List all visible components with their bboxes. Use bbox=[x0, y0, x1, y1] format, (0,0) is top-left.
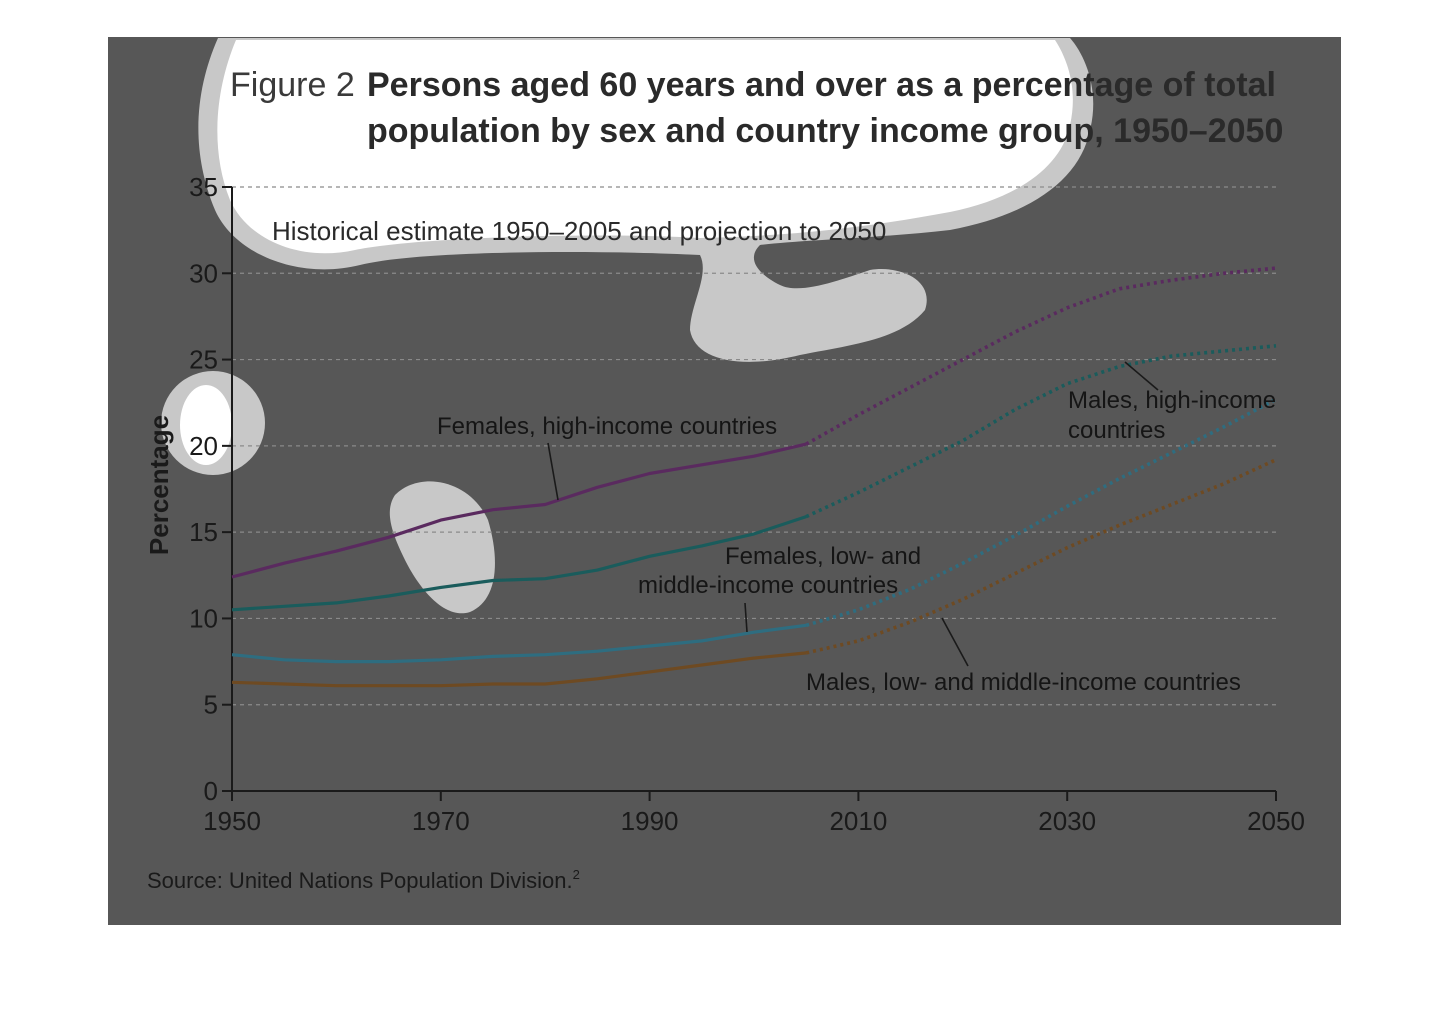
label-females-high: Females, high-income countries bbox=[437, 413, 777, 440]
cloud-overlay bbox=[198, 38, 1094, 362]
y-tick-label: 15 bbox=[189, 517, 218, 547]
x-tick-label: 1990 bbox=[621, 806, 679, 836]
y-tick-label: 25 bbox=[189, 345, 218, 375]
label-females-low-line1: Females, low- and bbox=[725, 543, 921, 570]
series-line-historical-2 bbox=[231, 623, 807, 664]
y-tick-label: 5 bbox=[204, 690, 218, 720]
series-line-projection-2 bbox=[805, 397, 1277, 628]
series-line-projection-1 bbox=[805, 344, 1277, 519]
axes: 0 5 10 15 20 25 30 35 1950 1970 1990 2010 2030 2050 bbox=[189, 172, 1305, 836]
x-tick-label: 1950 bbox=[203, 806, 261, 836]
series-lines bbox=[231, 266, 1277, 688]
leader-females-low bbox=[744, 602, 748, 633]
source-superscript: 2 bbox=[573, 867, 580, 882]
y-tick-label: 35 bbox=[189, 172, 218, 202]
source-text: Source: United Nations Population Divisi… bbox=[147, 868, 573, 893]
x-tick-label: 1970 bbox=[412, 806, 470, 836]
gridlines bbox=[232, 186, 1276, 706]
label-males-high-line1: Males, high-income bbox=[1068, 387, 1276, 414]
figure-title-line1: Persons aged 60 years and over as a perc… bbox=[367, 66, 1276, 104]
y-tick-label: 10 bbox=[189, 603, 218, 633]
series-line-projection-0 bbox=[805, 266, 1277, 446]
x-tick-label: 2010 bbox=[829, 806, 887, 836]
y-axis-label: Percentage bbox=[144, 415, 174, 555]
series-line-historical-1 bbox=[231, 515, 807, 612]
x-tick-label: 2050 bbox=[1247, 806, 1305, 836]
ring-overlay bbox=[161, 371, 265, 475]
y-tick-label: 20 bbox=[189, 431, 218, 461]
source-note: Source: United Nations Population Divisi… bbox=[147, 867, 580, 893]
leader-females-high bbox=[547, 442, 559, 501]
leader-males-low bbox=[941, 617, 969, 667]
y-tick-label: 0 bbox=[204, 776, 218, 806]
figure-title-line2: population by sex and country income gro… bbox=[367, 112, 1283, 150]
label-females-low-line2: middle-income countries bbox=[638, 572, 898, 599]
x-tick-label: 2030 bbox=[1038, 806, 1096, 836]
series-line-projection-3 bbox=[805, 458, 1277, 655]
chart-subtitle: Historical estimate 1950–2005 and projec… bbox=[272, 216, 886, 246]
figure-number: Figure 2 bbox=[230, 66, 355, 104]
label-males-high-line2: countries bbox=[1068, 417, 1165, 444]
series-line-historical-3 bbox=[231, 651, 807, 688]
leader-males-high bbox=[1124, 361, 1159, 391]
label-males-low: Males, low- and middle-income countries bbox=[806, 669, 1241, 696]
y-tick-label: 30 bbox=[189, 258, 218, 288]
series-line-historical-0 bbox=[231, 442, 807, 579]
